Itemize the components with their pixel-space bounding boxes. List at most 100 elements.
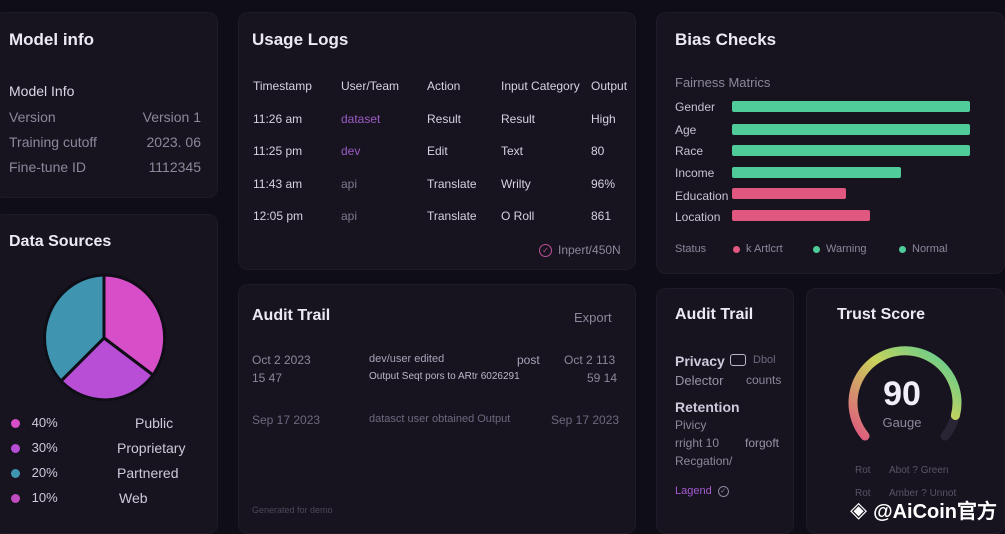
bias-bar-education — [732, 188, 846, 199]
legend-link[interactable]: Lagend ✓ — [675, 485, 729, 497]
trust-foot2-a: Rot — [855, 488, 871, 499]
entry1-type: post — [517, 353, 540, 367]
bias-checks-panel: Bias Checks Fairness Matrics Gender Age … — [656, 12, 1005, 274]
retention-label: Retention — [675, 399, 740, 415]
legend-item-web: 10% — [11, 490, 58, 505]
entry1-time: 15 47 — [252, 371, 283, 385]
fine-tune-id-value: 1112345 — [148, 159, 201, 175]
entry1-time2: 59 14 — [587, 371, 618, 385]
legend-item-partnered: 20% — [11, 465, 58, 480]
bias-label-race: Race — [675, 144, 704, 158]
recgation-label: Recgation/ — [675, 454, 733, 468]
status-legend-normal: Normal — [899, 243, 947, 255]
row1-timestamp: 11:26 am — [253, 112, 303, 126]
status-legend-alert: k Artlcrt — [733, 243, 783, 255]
legend-percent: 20% — [31, 465, 58, 480]
usage-logs-footer-text: Inpert/450N — [558, 243, 621, 257]
trust-score-panel: Trust Score 90 Gauge Rot Abot ? Green Ro… — [806, 288, 1005, 534]
status-legend-warning-label: Warning — [826, 243, 867, 255]
usage-logs-footer[interactable]: ✓ Inpert/450N — [539, 243, 621, 257]
row2-action: Edit — [427, 144, 448, 158]
legend-label-web: Web — [119, 490, 148, 506]
trust-foot1-b: Abot ? Green — [889, 465, 949, 476]
legend-dot-icon — [11, 494, 20, 504]
audit-trail-right-panel: Audit Trail Privacy Dbol Delector counts… — [656, 288, 794, 534]
row3-input: Wrilty — [501, 177, 531, 191]
legend-dot-icon — [11, 469, 20, 479]
row4-action: Translate — [427, 209, 477, 223]
version-value: Version 1 — [142, 109, 201, 125]
privacy-toggle-icon[interactable] — [730, 354, 746, 366]
bias-checks-title: Bias Checks — [675, 30, 777, 49]
usage-logs-panel: Usage Logs Timestamp User/Team Action In… — [238, 12, 636, 270]
row3-timestamp: 11:43 am — [253, 177, 303, 191]
data-sources-panel: Data Sources 40% Public 30% Proprietary … — [0, 214, 218, 534]
entry2-date: Sep 17 2023 — [252, 413, 321, 427]
legend-percent: 40% — [31, 415, 58, 430]
detector-label: Delector — [675, 373, 724, 388]
row3-output: 96% — [591, 177, 616, 191]
row2-user[interactable]: dev — [341, 144, 361, 158]
row4-output: 861 — [591, 209, 612, 223]
audit-trail-footer: Generated for demo — [252, 505, 333, 515]
data-sources-pie-chart — [43, 273, 167, 402]
legend-label-public: Public — [135, 415, 174, 431]
pie-slice-partnered — [43, 273, 106, 384]
row4-timestamp: 12:05 pm — [253, 209, 304, 223]
pie-slice-public — [102, 273, 167, 378]
row1-user[interactable]: dataset — [341, 112, 381, 126]
trust-foot2-b: Amber ? Unnot — [889, 488, 957, 499]
check-circle-icon: ✓ — [717, 485, 729, 497]
audit-trail-right-title: Audit Trail — [675, 306, 754, 323]
row1-output: High — [591, 112, 616, 126]
row4-user[interactable]: api — [341, 209, 358, 223]
legend-dot-icon — [11, 444, 20, 454]
row2-timestamp: 11:25 pm — [253, 144, 303, 158]
trust-foot1-a: Rot — [855, 465, 871, 476]
col-input-category: Input Category — [501, 79, 580, 93]
fairness-metrics-subtitle: Fairness Matrics — [675, 75, 771, 90]
legend-label-proprietary: Proprietary — [117, 440, 186, 456]
privacy-tag: Dbol — [753, 354, 776, 366]
audit-trail-panel: Audit Trail Export Oct 2 2023 15 47 dev/… — [238, 284, 636, 534]
normal-dot-icon — [899, 245, 906, 253]
entry1-date2: Oct 2 113 — [564, 353, 616, 367]
row3-user[interactable]: api — [341, 177, 358, 191]
model-info-panel: Model info Model Info Version Version 1 … — [0, 12, 218, 198]
bias-label-location: Location — [675, 210, 721, 224]
diamond-logo-icon: ◈ — [850, 496, 868, 522]
counts-label: counts — [746, 373, 782, 387]
row1-action: Result — [427, 112, 462, 126]
entry2-actor: datasct user obtained Output — [369, 413, 511, 425]
usage-logs-title: Usage Logs — [252, 30, 349, 49]
privacy-label: Privacy — [675, 353, 725, 369]
col-user-team: User/Team — [341, 79, 400, 93]
data-sources-title: Data Sources — [9, 233, 112, 250]
bias-label-income: Income — [675, 166, 715, 180]
gauge-label: Gauge — [882, 415, 922, 430]
legend-percent: 30% — [31, 440, 58, 455]
trust-score-value: 90 — [883, 375, 921, 413]
status-legend-alert-label: k Artlcrt — [746, 243, 783, 255]
bias-label-age: Age — [675, 123, 697, 137]
right-label: rright 10 — [675, 436, 720, 450]
legend-item-public: 40% — [11, 415, 58, 430]
row3-action: Translate — [427, 177, 477, 191]
aicoin-watermark: ◈ @AiCoin官方 — [850, 495, 997, 524]
bias-label-gender: Gender — [675, 100, 716, 114]
col-timestamp: Timestamp — [253, 79, 312, 93]
trust-score-title: Trust Score — [837, 306, 926, 323]
row4-input: O Roll — [501, 209, 535, 223]
entry1-actor: dev/user edited — [369, 353, 445, 365]
check-circle-icon: ✓ — [539, 243, 552, 257]
watermark-text: @AiCoin官方 — [873, 501, 997, 523]
col-action: Action — [427, 79, 461, 93]
training-cutoff-label: Training cutoff — [9, 134, 97, 150]
status-legend-warning: Warning — [813, 243, 867, 255]
row2-output: 80 — [591, 144, 605, 158]
legend-label-partnered: Partnered — [117, 465, 179, 481]
export-button[interactable]: Export — [574, 310, 612, 325]
gauge-fill — [848, 346, 962, 441]
bias-bar-location — [732, 210, 870, 221]
bias-bar-gender — [732, 101, 970, 112]
